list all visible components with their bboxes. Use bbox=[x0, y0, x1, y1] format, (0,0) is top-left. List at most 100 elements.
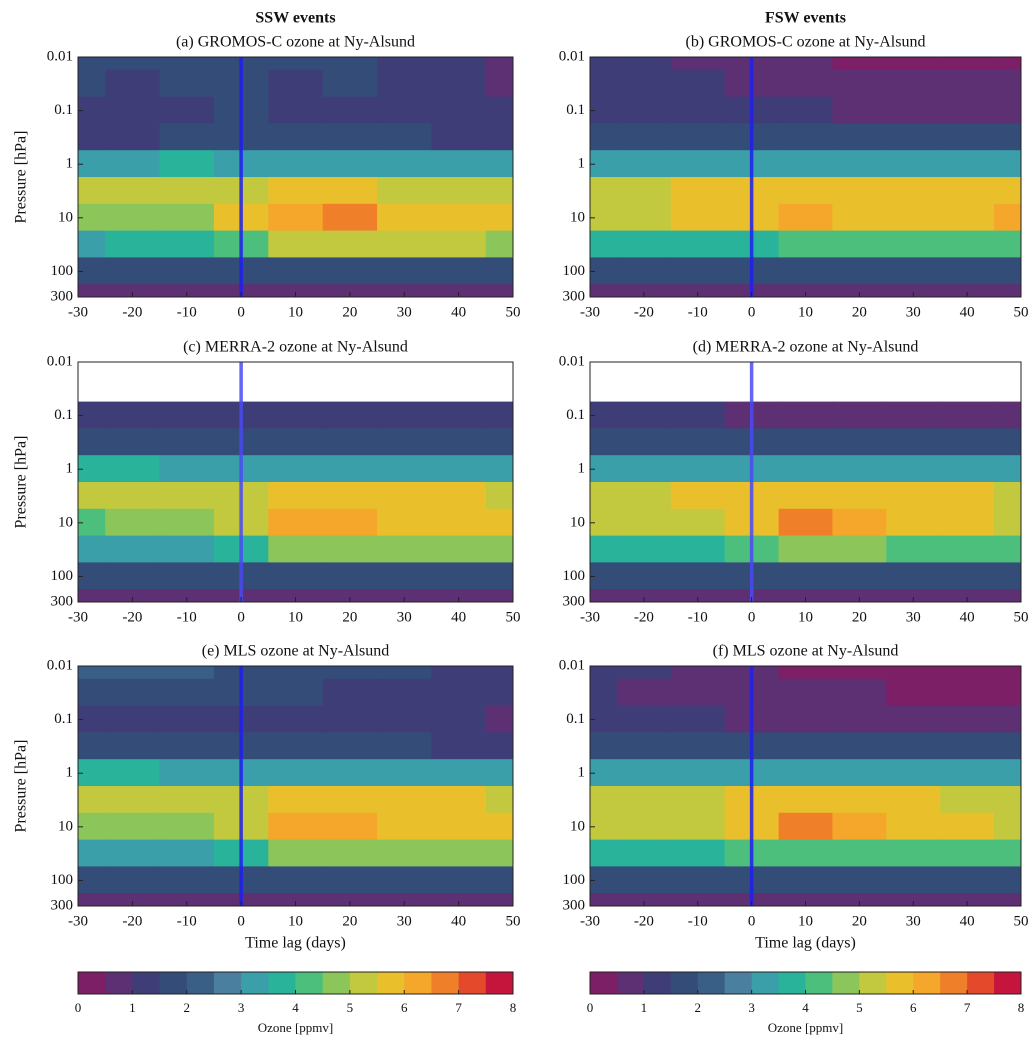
x-tick-label: -30 bbox=[68, 609, 88, 625]
contour-cell bbox=[778, 57, 833, 71]
contour-cell bbox=[778, 508, 833, 537]
contour-cell bbox=[940, 562, 995, 590]
contour-cell bbox=[670, 401, 726, 429]
contour-cell bbox=[994, 705, 1022, 733]
contour-cell bbox=[886, 866, 941, 894]
contour-cell bbox=[377, 759, 432, 787]
contour-cell bbox=[778, 123, 833, 151]
contour-cell bbox=[616, 666, 672, 680]
x-tick-label: 30 bbox=[906, 304, 921, 320]
y-tick-label: 0.01 bbox=[47, 657, 73, 673]
y-tick-label: 0.1 bbox=[566, 711, 585, 727]
contour-cell bbox=[159, 666, 215, 680]
contour-cell bbox=[268, 57, 324, 71]
colorbar-swatch bbox=[377, 972, 405, 994]
contour-cell bbox=[377, 812, 432, 841]
x-tick-label: 30 bbox=[906, 609, 921, 625]
contour-cell bbox=[485, 666, 514, 680]
x-tick-label: -10 bbox=[688, 304, 708, 320]
contour-cell bbox=[268, 705, 324, 733]
contour-cell bbox=[778, 759, 833, 787]
contour-cell bbox=[377, 69, 432, 98]
contour-cell bbox=[159, 482, 215, 510]
contour-cell bbox=[485, 455, 514, 483]
contour-cell bbox=[940, 535, 995, 563]
contour-cell bbox=[268, 203, 324, 232]
contour-cell bbox=[322, 732, 378, 760]
contour-cell bbox=[377, 482, 432, 510]
y-tick-label: 0.01 bbox=[559, 353, 585, 369]
contour-cell bbox=[268, 482, 324, 510]
contour-cell bbox=[940, 428, 995, 456]
contour-cell bbox=[78, 482, 106, 510]
contour-cell bbox=[670, 57, 726, 71]
y-axis-label: Pressure [hPa] bbox=[13, 740, 30, 833]
y-tick-label: 300 bbox=[563, 897, 586, 913]
colorbar-swatch bbox=[805, 972, 833, 994]
x-tick-label: -30 bbox=[68, 913, 88, 929]
panel-title: (c) MERRA-2 ozone at Ny-Alsund bbox=[183, 339, 408, 356]
contour-cell bbox=[105, 69, 161, 98]
contour-cell bbox=[105, 786, 161, 814]
contour-cell bbox=[431, 759, 487, 787]
contour-cell bbox=[994, 678, 1022, 707]
panel: -30 -20 -10 0 10 20 30 40 50 0.01 0.1 1 10 100 300 (a) … bbox=[13, 10, 521, 321]
contour-cell bbox=[832, 284, 887, 298]
colorbar-tick-label: 7 bbox=[964, 1000, 971, 1015]
contour-cell bbox=[778, 428, 833, 456]
contour-cell bbox=[268, 666, 324, 680]
contour-cell bbox=[431, 893, 487, 907]
contour-cell bbox=[159, 123, 215, 151]
x-tick-label: -10 bbox=[177, 913, 197, 929]
y-tick-label: 300 bbox=[51, 897, 74, 913]
contour-cell bbox=[78, 535, 106, 563]
contour-cell bbox=[886, 150, 941, 178]
colorbar-tick-label: 8 bbox=[1018, 1000, 1025, 1015]
contour-cell bbox=[377, 428, 432, 456]
contour-cell bbox=[590, 57, 618, 71]
colorbar-tick-label: 6 bbox=[401, 1000, 408, 1015]
x-tick-label: -30 bbox=[68, 304, 88, 320]
colorbar-tick-label: 3 bbox=[238, 1000, 245, 1015]
contour-cell bbox=[431, 562, 487, 590]
contour-cell bbox=[485, 508, 514, 537]
colorbar-swatch bbox=[159, 972, 188, 994]
contour-cell bbox=[616, 562, 672, 590]
contour-cell bbox=[670, 866, 726, 894]
y-tick-label: 0.01 bbox=[47, 353, 73, 369]
contour-cell bbox=[431, 123, 487, 151]
colorbar-swatch bbox=[590, 972, 618, 994]
x-tick-label: 10 bbox=[288, 913, 303, 929]
contour-cell bbox=[590, 428, 618, 456]
contour-cell bbox=[886, 482, 941, 510]
colorbar-swatch bbox=[940, 972, 968, 994]
contour-cell bbox=[940, 257, 995, 285]
contour-cell bbox=[886, 759, 941, 787]
contour-cell bbox=[377, 866, 432, 894]
contour-cell bbox=[485, 57, 514, 71]
contour-cell bbox=[105, 732, 161, 760]
contour-cell bbox=[778, 535, 833, 563]
contour-cell bbox=[886, 839, 941, 867]
contour-cell bbox=[268, 257, 324, 285]
contour-cell bbox=[886, 177, 941, 205]
y-tick-label: 1 bbox=[66, 156, 74, 172]
contour-cell bbox=[670, 508, 726, 537]
contour-cell bbox=[670, 786, 726, 814]
contour-cell bbox=[78, 177, 106, 205]
contour-cell bbox=[832, 812, 887, 841]
colorbar-swatch bbox=[778, 972, 806, 994]
contour-cell bbox=[886, 455, 941, 483]
contour-cell bbox=[670, 732, 726, 760]
contour-cell bbox=[940, 96, 995, 124]
contour-cell bbox=[670, 589, 726, 603]
contour-cell bbox=[940, 812, 995, 841]
contour-cell bbox=[778, 732, 833, 760]
contour-cell bbox=[377, 666, 432, 680]
y-tick-label: 0.1 bbox=[54, 711, 73, 727]
contour-cell bbox=[832, 257, 887, 285]
contour-cell bbox=[322, 257, 378, 285]
contour-cell bbox=[485, 203, 514, 232]
contour-cell bbox=[590, 678, 618, 707]
contour-cell bbox=[670, 562, 726, 590]
